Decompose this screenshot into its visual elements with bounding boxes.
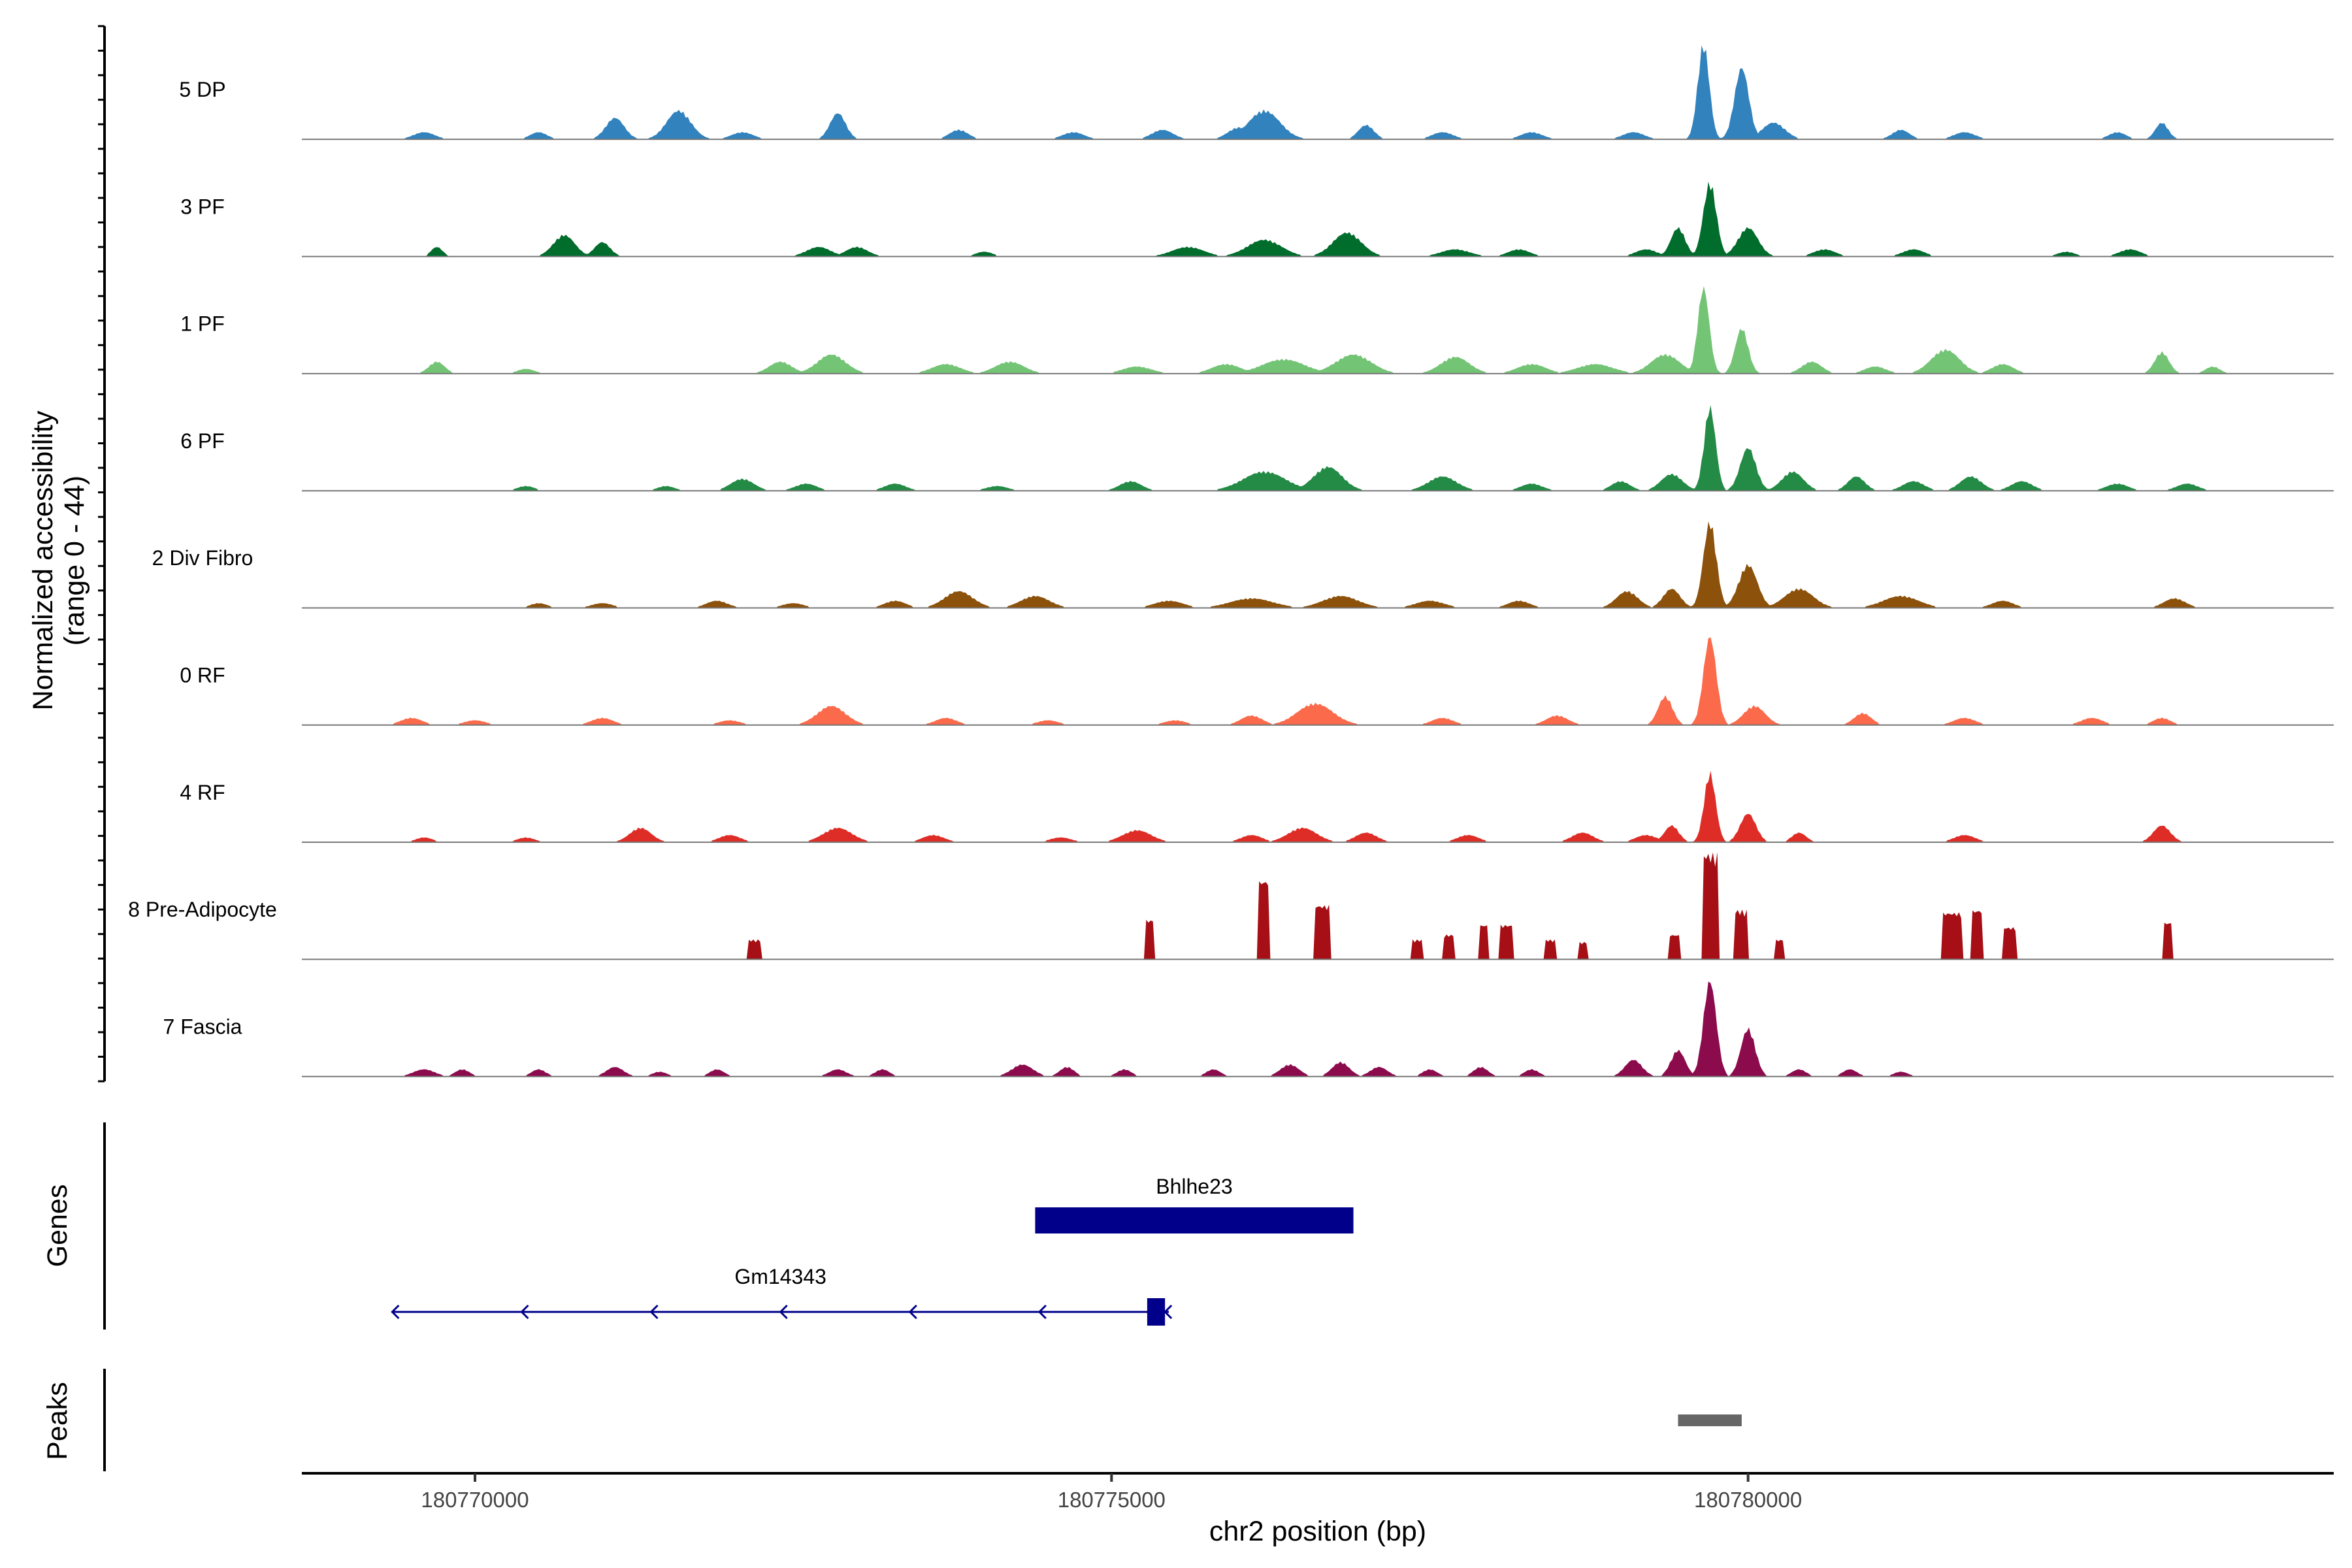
coverage-area [302, 405, 2334, 491]
coverage-tracks: 5 DP 3 PF 1 PF 6 PF 2 Div Fibro 0 RF 4 RF 8 Pre… [128, 45, 2334, 1077]
x-axis-title: chr2 position (bp) [1209, 1516, 1426, 1547]
coverage-area [302, 45, 2334, 140]
x-axis: 180770000 180775000 180780000 chr2 positio… [302, 1472, 2334, 1547]
track-label: 1 PF [180, 312, 225, 336]
track-label: 4 RF [180, 781, 225, 804]
strand-arrow [520, 1304, 529, 1320]
coverage-area [302, 852, 2334, 960]
x-tick-label: 180780000 [1694, 1488, 1802, 1512]
track-label: 0 RF [180, 664, 225, 687]
y-axis-accessibility [98, 25, 106, 1083]
strand-arrow [779, 1304, 788, 1320]
peaks-panel-title: Peaks [42, 1382, 73, 1460]
strand-arrow [1037, 1304, 1047, 1320]
peaks-panel: Peaks [42, 1369, 1742, 1471]
gene-exon-gm14343 [1147, 1298, 1166, 1326]
track-label: 8 Pre-Adipocyte [128, 898, 277, 921]
track-0-rf: 0 RF [180, 637, 2334, 726]
track-label: 5 DP [179, 78, 225, 101]
x-tick-label: 180770000 [421, 1488, 529, 1512]
track-3-pf: 3 PF [180, 181, 2334, 257]
genes-panel: Genes Bhlhe23 Gm14343 [42, 1122, 1354, 1330]
coverage-area [302, 521, 2334, 608]
coverage-area [302, 181, 2334, 257]
strand-arrow [391, 1304, 400, 1320]
peak-region [1678, 1414, 1742, 1426]
track-7-fascia: 7 Fascia [163, 981, 2334, 1077]
track-8-pre-adipocyte: 8 Pre-Adipocyte [128, 852, 2334, 960]
track-5-dp: 5 DP [179, 45, 2334, 140]
track-label: 3 PF [180, 195, 225, 218]
strand-arrow [908, 1304, 917, 1320]
track-1-pf: 1 PF [180, 286, 2334, 374]
y-axis-title-line2: (range 0 - 44) [59, 476, 90, 646]
gene-label: Bhlhe23 [1156, 1175, 1232, 1198]
track-label: 2 Div Fibro [152, 546, 253, 570]
coverage-area [302, 637, 2334, 725]
track-4-rf: 4 RF [180, 770, 2334, 843]
track-6-pf: 6 PF [180, 405, 2334, 492]
track-label: 7 Fascia [163, 1015, 242, 1038]
genes-panel-title: Genes [42, 1184, 73, 1267]
track-label: 6 PF [180, 429, 225, 453]
track-2-div-fibro: 2 Div Fibro [152, 521, 2334, 609]
coverage-area [302, 981, 2334, 1077]
strand-arrow [1164, 1304, 1173, 1320]
y-axis-title-line1: Normalized accessibility [27, 410, 59, 710]
strand-arrow [649, 1304, 659, 1320]
gene-label: Gm14343 [734, 1265, 826, 1288]
coverage-area [302, 770, 2334, 843]
gene-exon-bhlhe23 [1035, 1207, 1354, 1233]
coverage-area [302, 286, 2334, 374]
x-tick-label: 180775000 [1058, 1488, 1166, 1512]
